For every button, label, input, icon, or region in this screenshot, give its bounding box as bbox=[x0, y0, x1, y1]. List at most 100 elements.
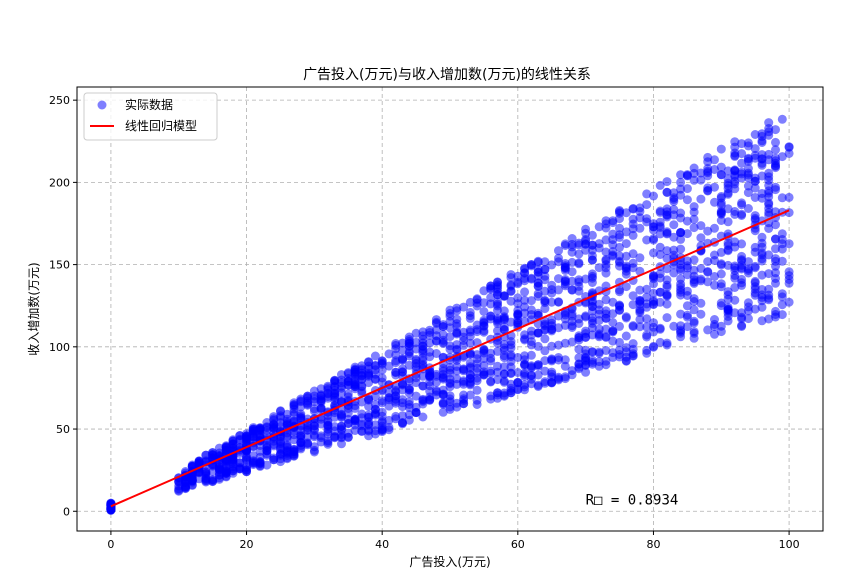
scatter-point bbox=[560, 338, 570, 348]
scatter-point bbox=[696, 233, 706, 243]
scatter-point bbox=[574, 281, 584, 291]
scatter-point bbox=[411, 344, 421, 354]
scatter-point bbox=[662, 253, 672, 263]
scatter-point bbox=[269, 414, 279, 424]
scatter-point bbox=[777, 300, 787, 310]
y-tick-label: 100 bbox=[49, 341, 70, 354]
scatter-point bbox=[655, 323, 665, 333]
scatter-point bbox=[777, 193, 787, 203]
scatter-point bbox=[601, 324, 611, 334]
scatter-point bbox=[438, 374, 448, 384]
scatter-point bbox=[757, 285, 767, 294]
scatter-point bbox=[574, 258, 584, 268]
scatter-point bbox=[343, 377, 353, 387]
scatter-point bbox=[411, 354, 421, 364]
scatter-point bbox=[730, 308, 740, 318]
scatter-point bbox=[649, 219, 658, 229]
scatter-point bbox=[411, 337, 421, 347]
scatter-point bbox=[635, 306, 645, 316]
scatter-point bbox=[730, 295, 740, 305]
scatter-point bbox=[730, 150, 740, 160]
scatter-point bbox=[669, 321, 679, 331]
scatter-point bbox=[737, 139, 747, 149]
scatter-point bbox=[323, 424, 333, 434]
scatter-point bbox=[649, 322, 658, 332]
scatter-point bbox=[208, 467, 218, 476]
scatter-point bbox=[398, 338, 407, 348]
scatter-point bbox=[221, 443, 231, 453]
scatter-point bbox=[621, 331, 631, 341]
scatter-point bbox=[364, 378, 374, 388]
scatter-point bbox=[703, 267, 713, 277]
y-tick-label: 250 bbox=[49, 94, 70, 107]
scatter-point bbox=[567, 321, 577, 331]
scatter-point bbox=[635, 253, 645, 263]
scatter-point bbox=[621, 343, 631, 353]
scatter-point bbox=[587, 330, 597, 340]
scatter-point bbox=[431, 315, 441, 325]
scatter-point bbox=[676, 234, 686, 244]
scatter-point bbox=[771, 310, 780, 319]
scatter-point bbox=[370, 365, 380, 375]
scatter-point bbox=[540, 366, 550, 376]
scatter-point bbox=[703, 226, 713, 236]
scatter-point bbox=[710, 280, 719, 290]
scatter-point bbox=[459, 302, 469, 312]
scatter-point bbox=[567, 337, 577, 347]
scatter-point bbox=[594, 263, 604, 273]
scatter-point bbox=[472, 354, 482, 364]
scatter-point bbox=[601, 216, 611, 226]
scatter-point bbox=[540, 334, 550, 344]
scatter-point bbox=[601, 306, 611, 316]
scatter-point bbox=[587, 255, 597, 265]
scatter-point bbox=[777, 256, 787, 266]
scatter-point bbox=[486, 366, 496, 376]
scatter-point bbox=[710, 197, 719, 207]
scatter-point bbox=[655, 229, 665, 239]
scatter-point bbox=[255, 452, 265, 462]
scatter-point bbox=[676, 177, 686, 187]
scatter-point bbox=[628, 263, 638, 273]
scatter-point bbox=[567, 366, 577, 376]
scatter-point bbox=[655, 337, 665, 347]
scatter-point bbox=[357, 426, 367, 436]
scatter-point bbox=[554, 274, 563, 284]
scatter-point bbox=[540, 321, 550, 331]
scatter-point bbox=[364, 413, 374, 422]
scatter-point bbox=[479, 298, 489, 308]
scatter-point bbox=[669, 193, 679, 203]
scatter-point bbox=[594, 347, 604, 357]
scatter-point bbox=[547, 321, 557, 331]
scatter-point bbox=[662, 204, 672, 214]
scatter-point bbox=[398, 355, 407, 364]
scatter-point bbox=[615, 287, 624, 297]
scatter-point bbox=[601, 263, 611, 273]
scatter-point bbox=[323, 436, 333, 446]
scatter-point bbox=[520, 369, 530, 379]
scatter-point bbox=[689, 271, 699, 281]
scatter-point bbox=[398, 367, 407, 377]
scatter-point bbox=[486, 299, 496, 309]
scatter-point bbox=[771, 137, 780, 147]
scatter-points bbox=[106, 114, 794, 515]
scatter-point bbox=[459, 376, 469, 386]
legend-label-line: 线性回归模型 bbox=[125, 119, 197, 133]
scatter-point bbox=[764, 186, 774, 196]
scatter-point bbox=[411, 408, 421, 417]
scatter-point bbox=[649, 191, 658, 201]
scatter-point bbox=[479, 321, 489, 331]
scatter-point bbox=[567, 276, 577, 286]
scatter-point bbox=[425, 328, 435, 337]
scatter-point bbox=[662, 289, 672, 299]
chart-title: 广告投入(万元)与收入增加数(万元)的线性关系 bbox=[303, 67, 591, 83]
scatter-point bbox=[737, 209, 747, 219]
scatter-point bbox=[567, 267, 577, 277]
scatter-point bbox=[649, 235, 658, 245]
scatter-point bbox=[520, 287, 530, 297]
scatter-point bbox=[309, 421, 319, 431]
scatter-point bbox=[330, 393, 340, 403]
scatter-point bbox=[662, 264, 672, 274]
scatter-point bbox=[493, 388, 502, 398]
scatter-point bbox=[526, 350, 536, 360]
scatter-point bbox=[560, 241, 570, 250]
